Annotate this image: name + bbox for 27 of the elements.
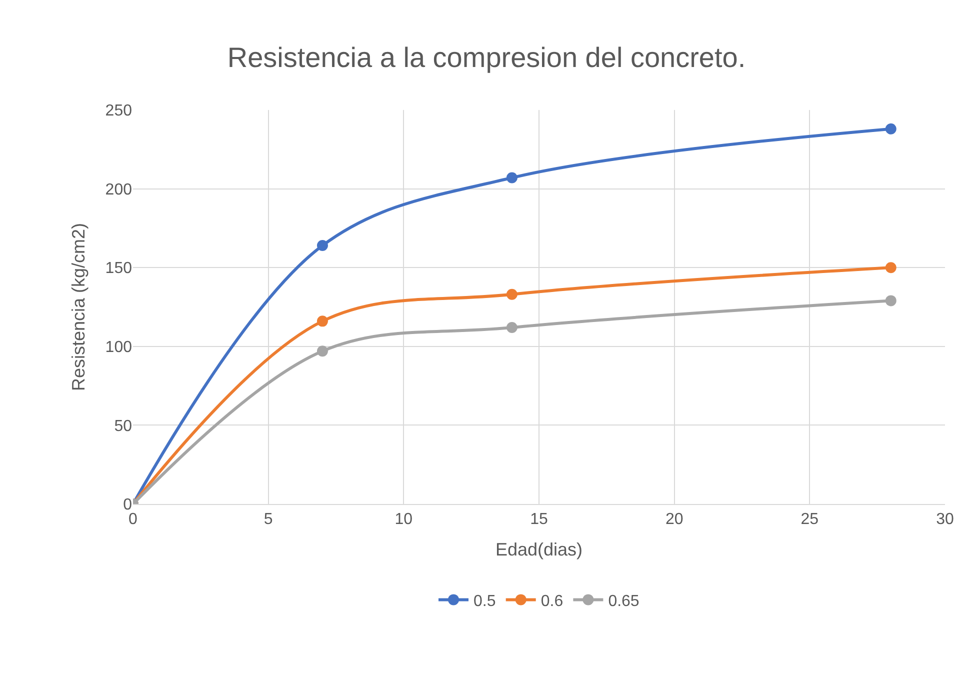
point: [885, 295, 896, 306]
y-tick-label: 150: [105, 260, 132, 278]
x-tick-label: 30: [936, 511, 954, 528]
x-tick-label: 25: [800, 511, 819, 528]
point: [885, 262, 896, 274]
y-tick-label: 250: [105, 102, 132, 120]
y-tick-label: 50: [114, 418, 132, 435]
x-tick-label: 10: [394, 511, 413, 528]
x-tick-label: 20: [665, 511, 684, 528]
legend-label: 0.65: [608, 592, 640, 610]
y-tick-label: 0: [123, 496, 132, 514]
point: [506, 288, 518, 300]
legend-label: 0.5: [474, 592, 496, 610]
x-tick-label: 5: [264, 511, 273, 528]
x-axis-title: Edad(dias): [495, 539, 583, 560]
x-tick-label: 15: [530, 511, 548, 528]
y-axis-title: Resistencia (kg/cm2): [68, 222, 88, 392]
y-tick-label: 200: [105, 181, 132, 198]
y-tick-label: 100: [105, 339, 132, 356]
point: [316, 346, 328, 357]
chart-title: Resistencia a la compresion del concreto.: [227, 42, 746, 74]
point: [506, 322, 518, 333]
point: [316, 240, 328, 252]
point: [316, 316, 328, 327]
point: [885, 123, 896, 134]
point: [506, 172, 518, 184]
legend-label: 0.6: [540, 592, 564, 610]
